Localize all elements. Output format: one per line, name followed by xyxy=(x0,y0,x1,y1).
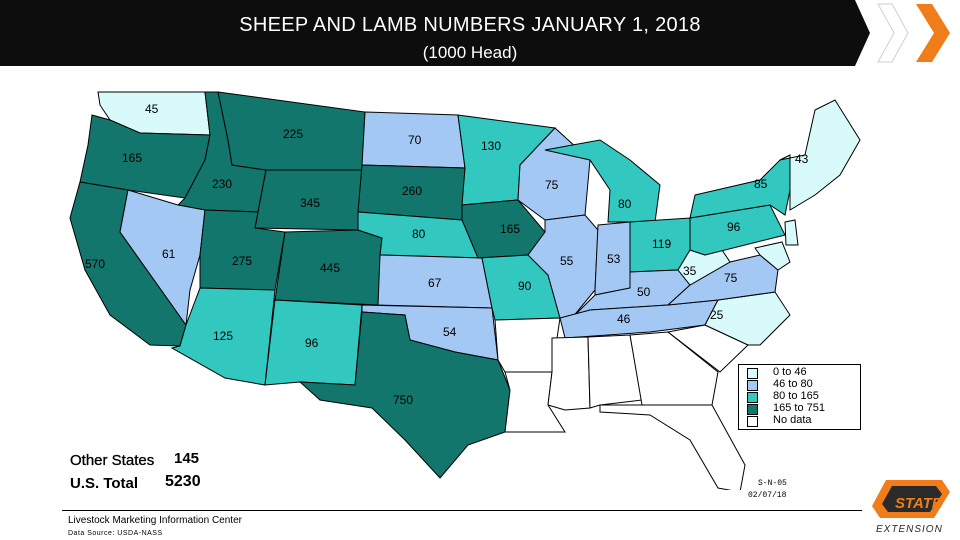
label-MO: 90 xyxy=(518,279,532,293)
page-subtitle: (1000 Head) xyxy=(422,43,518,62)
label-WV: 35 xyxy=(683,264,697,278)
label-OK: 54 xyxy=(443,325,457,339)
state-VA xyxy=(666,254,779,306)
osu-extension-logo: STATE EXTENSION xyxy=(872,480,950,535)
chevron-right-icon xyxy=(877,3,950,63)
label-AZ: 125 xyxy=(213,329,233,343)
label-ID: 230 xyxy=(212,177,232,191)
state-UT xyxy=(199,209,286,291)
state-NY xyxy=(689,154,791,219)
label-TX: 750 xyxy=(393,393,413,407)
footer-organization: Livestock Marketing Information Center xyxy=(68,515,242,526)
map-legend: 0 to 46 46 to 80 80 to 165 165 to 751 No… xyxy=(738,364,861,430)
us-total-label: U.S. Total xyxy=(70,475,139,492)
logo-state-text: STATE xyxy=(895,495,943,512)
state-WY xyxy=(254,169,363,231)
state-AR xyxy=(494,317,561,373)
label-UT: 275 xyxy=(232,254,252,268)
title-banner xyxy=(0,0,870,66)
legend-label: 165 to 751 xyxy=(773,402,825,414)
label-MN: 130 xyxy=(481,139,501,153)
label-IL: 55 xyxy=(560,254,574,268)
legend-label: 0 to 46 xyxy=(773,366,807,378)
label-WA: 45 xyxy=(145,102,159,116)
legend-label: 46 to 80 xyxy=(773,378,813,390)
label-VA: 75 xyxy=(724,271,738,285)
label-WY: 345 xyxy=(300,196,320,210)
us-choropleth-map: 45 165 570 230 61 225 345 275 125 445 96… xyxy=(69,91,861,490)
state-NV xyxy=(119,189,206,327)
legend-label: 80 to 165 xyxy=(773,390,819,402)
map-date: 02/07/18 xyxy=(748,491,787,500)
state-AZ xyxy=(170,287,276,386)
label-SD: 260 xyxy=(402,184,422,198)
label-ND: 70 xyxy=(408,133,422,147)
other-states-label: Other States xyxy=(70,452,155,469)
label-MT: 225 xyxy=(283,127,303,141)
legend-swatch xyxy=(747,368,758,379)
label-NC: 25 xyxy=(710,308,724,322)
label-OR: 165 xyxy=(122,151,142,165)
label-KY: 50 xyxy=(637,285,651,299)
label-NV: 61 xyxy=(162,247,176,261)
legend-swatch xyxy=(747,404,758,415)
label-NM: 96 xyxy=(305,336,319,350)
label-TN: 46 xyxy=(617,312,631,326)
us-total-value: 5230 xyxy=(165,473,201,490)
label-CO: 445 xyxy=(320,261,340,275)
logo-mark: STATE EXTENSION xyxy=(872,480,950,535)
state-MDDE xyxy=(754,241,791,271)
state-NJ xyxy=(784,219,799,246)
label-MI: 80 xyxy=(618,197,632,211)
other-states-value: 145 xyxy=(174,450,200,467)
series-number: S-N-05 xyxy=(758,479,787,488)
label-WI: 75 xyxy=(545,178,559,192)
label-NE-region: 43 xyxy=(795,152,809,166)
state-AL xyxy=(587,334,643,409)
footer-divider xyxy=(62,510,862,511)
state-MS xyxy=(547,336,591,411)
state-TX xyxy=(298,311,511,479)
footer-source: Data Source: USDA-NASS xyxy=(68,530,163,537)
label-IN: 53 xyxy=(607,252,621,266)
state-NE_REGION xyxy=(779,99,861,211)
label-IA: 165 xyxy=(500,222,520,236)
label-KS: 67 xyxy=(428,276,442,290)
logo-extension-text: EXTENSION xyxy=(876,524,943,535)
label-PA: 96 xyxy=(727,220,741,234)
label-OH: 119 xyxy=(652,237,671,251)
legend-swatch xyxy=(747,380,758,391)
label-NE: 80 xyxy=(412,227,426,241)
legend-label: No data xyxy=(773,414,812,426)
next-slide-button[interactable] xyxy=(868,0,960,66)
legend-swatch xyxy=(747,392,758,403)
page-title: SHEEP AND LAMB NUMBERS JANUARY 1, 2018 xyxy=(239,14,701,36)
state-FL xyxy=(599,404,746,490)
label-NY: 85 xyxy=(754,177,768,191)
label-CA: 570 xyxy=(85,257,105,271)
legend-swatch xyxy=(747,416,758,427)
state-GA xyxy=(629,331,719,406)
